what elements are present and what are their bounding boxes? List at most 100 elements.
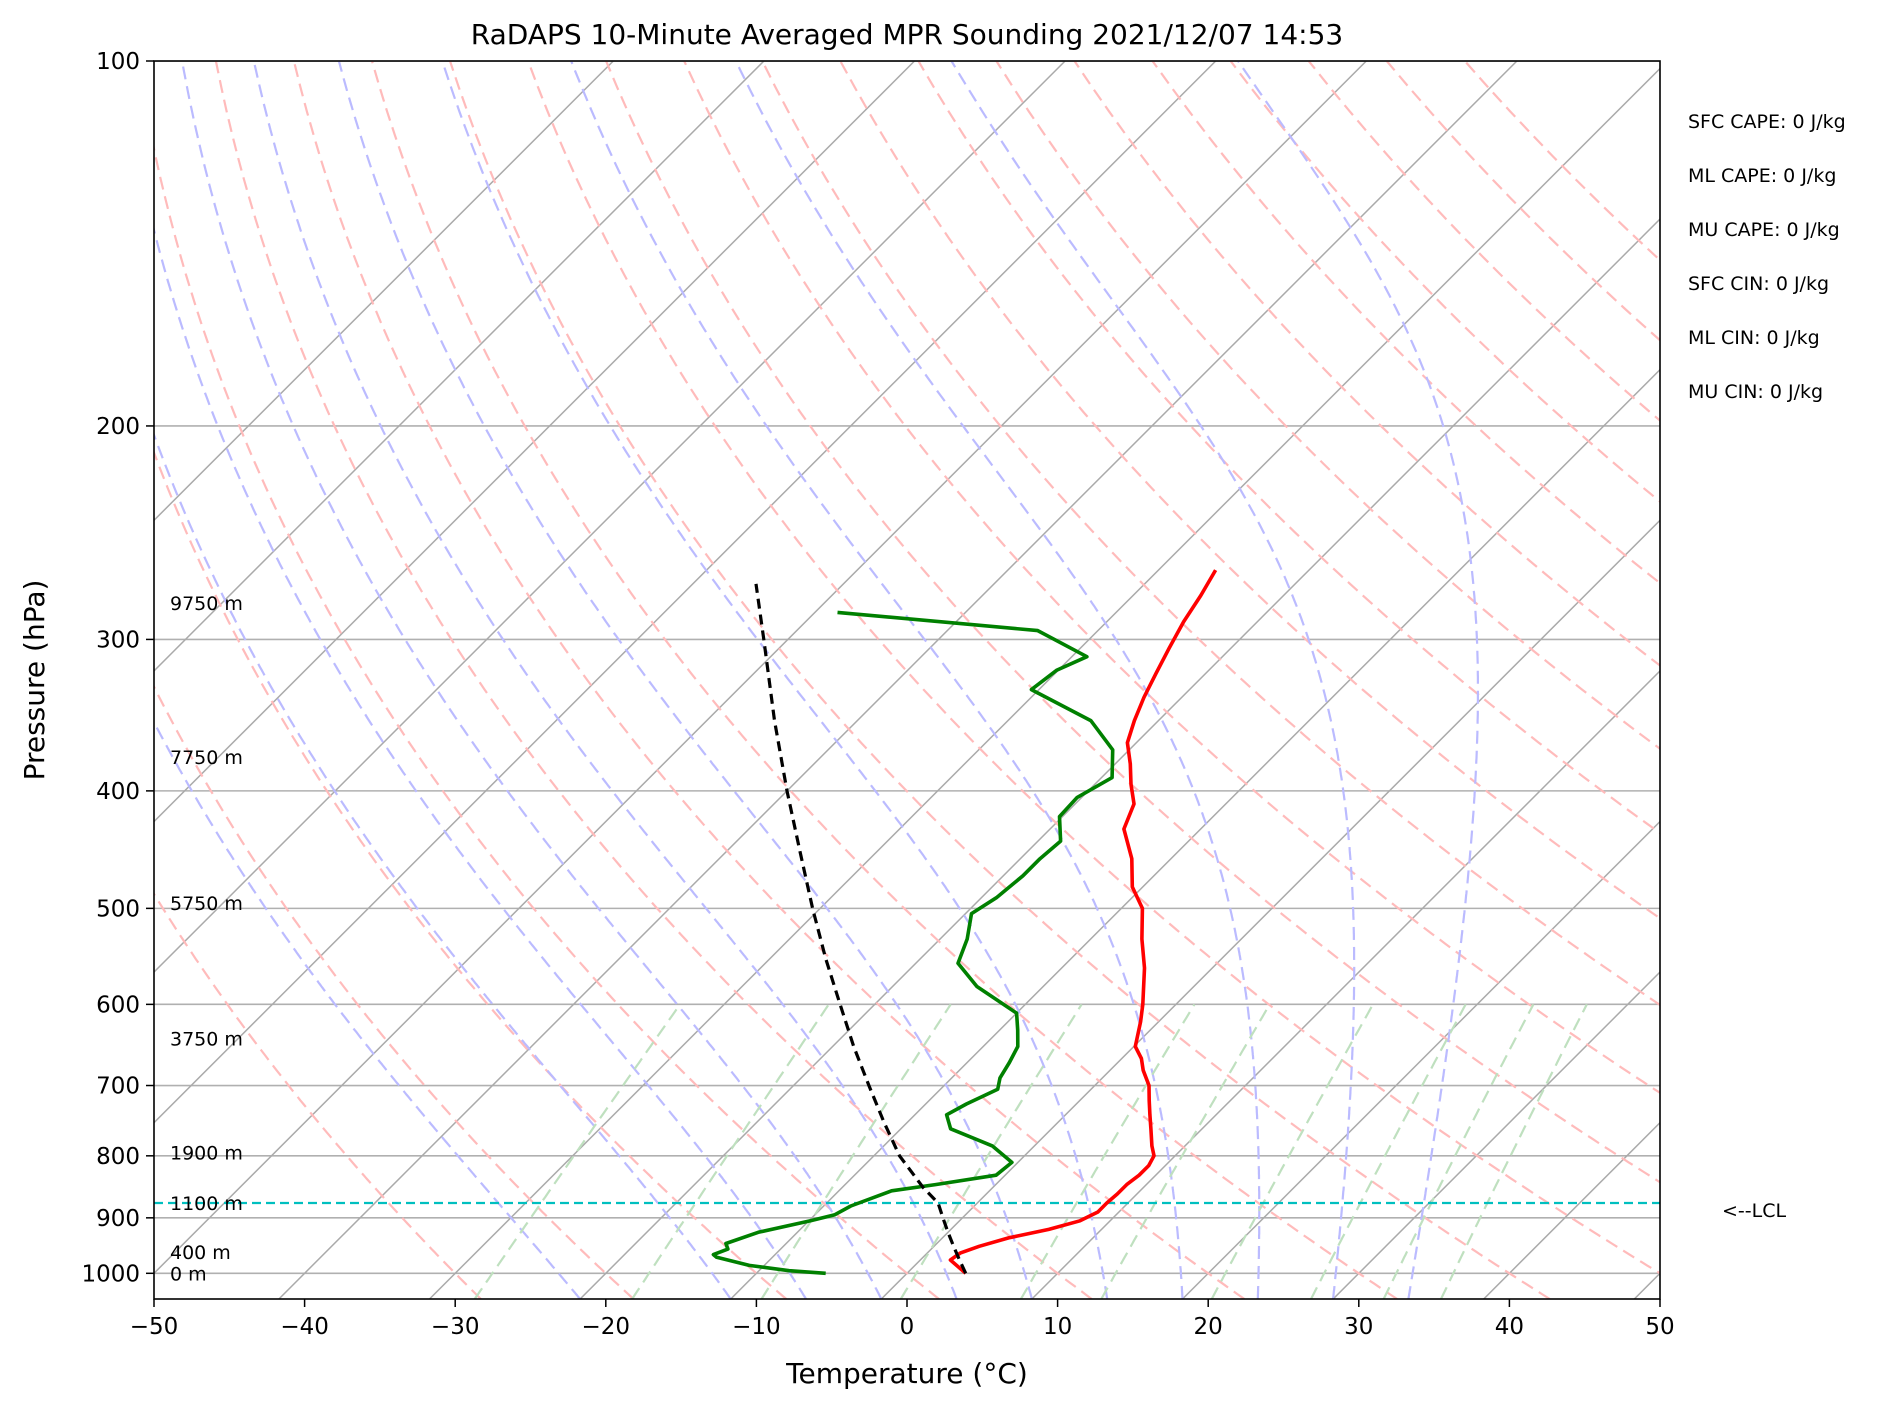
dry-adiabat <box>1229 61 1660 503</box>
isotherm <box>154 61 1217 1124</box>
moist-adiabat <box>1237 61 1479 1299</box>
dry-adiabat <box>154 143 940 1299</box>
moist-adiabat <box>252 61 958 1299</box>
x-tick-label: 50 <box>1645 1314 1674 1340</box>
isotherm <box>880 519 1660 1299</box>
dewpoint-profile <box>711 610 1115 1276</box>
moist-adiabat <box>154 719 581 1299</box>
x-tick-label: 10 <box>1043 1314 1072 1340</box>
x-tick-label: −50 <box>130 1314 179 1340</box>
stability-index: SFC CIN: 0 J/kg <box>1688 273 1829 295</box>
mixing-ratio-line <box>1100 1003 1271 1299</box>
isotherm <box>278 61 1518 1299</box>
dry-adiabat <box>370 61 1398 1299</box>
stability-index: MU CAPE: 0 J/kg <box>1688 219 1840 241</box>
moist-adiabat <box>950 61 1356 1299</box>
temperature-profile <box>948 569 1218 1275</box>
x-tick-label: 20 <box>1194 1314 1223 1340</box>
y-tick-label: 800 <box>96 1144 140 1170</box>
mixing-ratio-line <box>1210 1003 1374 1299</box>
stability-index: ML CAPE: 0 J/kg <box>1688 165 1836 187</box>
dry-adiabat <box>761 61 1660 1007</box>
x-tick-label: 0 <box>900 1314 915 1340</box>
mixing-ratio-line <box>899 1003 1083 1299</box>
isotherm <box>1633 1272 1660 1299</box>
isotherm <box>730 368 1660 1299</box>
dry-adiabat <box>292 61 1246 1299</box>
x-tick-label: −40 <box>280 1314 329 1340</box>
dry-adiabat <box>839 61 1660 920</box>
dry-adiabat <box>995 61 1660 751</box>
mixing-ratio-lines <box>473 1003 1588 1299</box>
isobar-grid <box>154 61 1660 1275</box>
y-tick-label: 900 <box>96 1206 140 1232</box>
isotherm <box>154 61 916 823</box>
mixing-ratio-line <box>1019 1003 1196 1299</box>
y-tick-label: 1000 <box>81 1261 140 1287</box>
height-label: 7750 m <box>170 747 243 769</box>
mixing-ratio-line <box>473 1003 681 1299</box>
dry-adiabat <box>1463 61 1660 262</box>
mixing-ratio-line <box>1310 1003 1467 1299</box>
isotherm <box>1031 669 1660 1299</box>
height-label: 1900 m <box>170 1143 243 1165</box>
dry-adiabat <box>1151 61 1660 585</box>
height-label: 1100 m <box>170 1193 243 1215</box>
x-tick-label: −30 <box>431 1314 480 1340</box>
x-tick-label: 40 <box>1495 1314 1524 1340</box>
x-axis-ticks: −50 −40 −30 −20 −10 0 10 20 30 40 50 <box>130 1299 1675 1340</box>
mixing-ratio-line <box>1440 1003 1588 1299</box>
dry-adiabat <box>154 684 635 1299</box>
dry-adiabat <box>917 61 1660 835</box>
dry-adiabat <box>605 61 1660 1184</box>
stability-indices: SFC CAPE: 0 J/kg ML CAPE: 0 J/kg MU CAPE: … <box>1688 111 1846 403</box>
height-label: 5750 m <box>170 893 243 915</box>
height-label: 3750 m <box>170 1028 243 1050</box>
stability-index: ML CIN: 0 J/kg <box>1688 327 1820 349</box>
moist-adiabat <box>734 61 1261 1299</box>
moist-adiabat <box>154 225 807 1299</box>
parcel-path <box>754 583 968 1274</box>
stability-index: MU CIN: 0 J/kg <box>1688 381 1823 403</box>
isotherm <box>1181 820 1660 1299</box>
moist-adiabat <box>570 61 1184 1299</box>
chart-title: RaDAPS 10-Minute Averaged MPR Sounding 2… <box>471 18 1343 51</box>
y-tick-label: 200 <box>96 414 140 440</box>
isotherm <box>428 67 1660 1299</box>
isotherm-grid <box>154 61 1660 1299</box>
height-label: 400 m <box>170 1242 231 1264</box>
plot-frame <box>153 60 1661 1300</box>
y-tick-label: 400 <box>96 779 140 805</box>
mixing-ratio-line <box>631 1003 830 1299</box>
isotherm <box>579 218 1660 1299</box>
isotherm <box>154 61 765 672</box>
y-tick-label: 600 <box>96 992 140 1018</box>
y-tick-label: 100 <box>96 49 140 75</box>
dry-adiabat <box>214 61 1093 1299</box>
dry-adiabat <box>527 61 1660 1275</box>
isotherm <box>154 61 1367 1275</box>
dry-adiabats <box>154 61 1660 1299</box>
isotherm <box>154 61 614 522</box>
stability-index: SFC CAPE: 0 J/kg <box>1688 111 1846 133</box>
mixing-ratio-line <box>760 1003 952 1299</box>
y-axis-ticks: 1000 900 800 700 600 500 400 300 200 100 <box>81 49 154 1287</box>
dry-adiabat <box>683 61 1660 1095</box>
mixing-ratio-line <box>1382 1003 1535 1299</box>
isotherm <box>1483 1121 1660 1299</box>
moist-adiabat <box>441 61 1109 1299</box>
plot-area <box>154 61 1660 1299</box>
dry-adiabat <box>154 891 482 1299</box>
x-tick-label: −20 <box>582 1314 631 1340</box>
x-tick-label: −10 <box>732 1314 781 1340</box>
height-label: 9750 m <box>170 593 243 615</box>
y-tick-label: 700 <box>96 1074 140 1100</box>
moist-adiabat <box>337 61 1033 1299</box>
dry-adiabat <box>448 61 1551 1299</box>
height-label: 0 m <box>170 1263 207 1285</box>
y-tick-label: 300 <box>96 627 140 653</box>
y-axis-label: Pressure (hPa) <box>18 580 51 781</box>
sounding-profiles <box>711 569 1218 1276</box>
